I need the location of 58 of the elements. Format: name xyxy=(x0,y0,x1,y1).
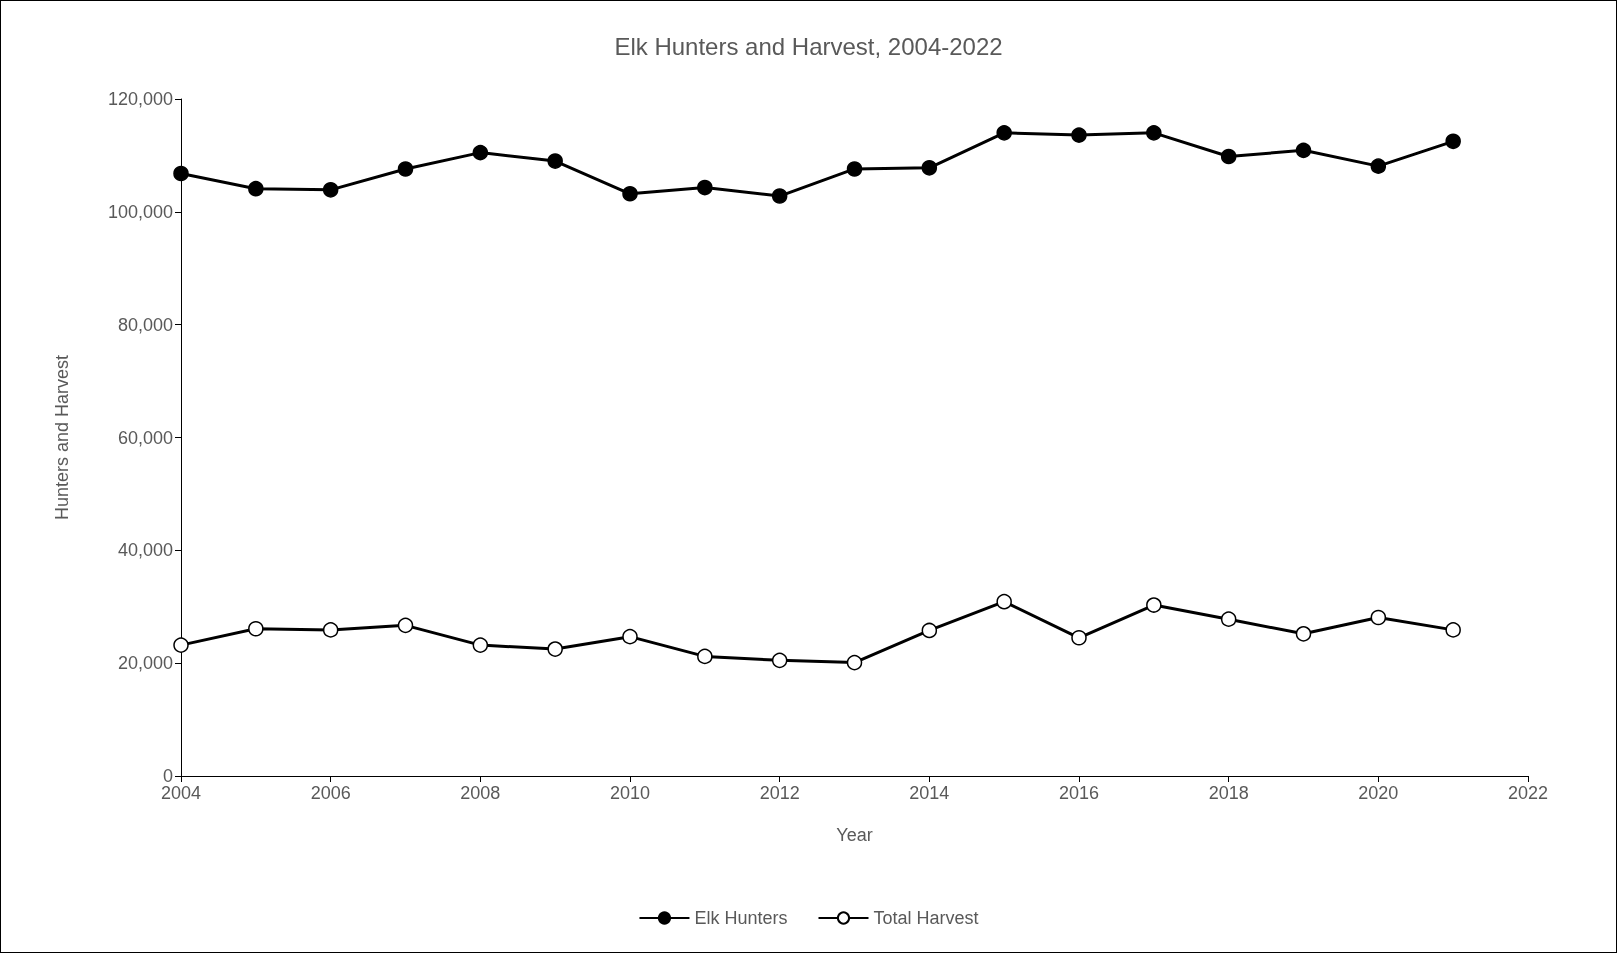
x-tick-label: 2006 xyxy=(310,783,351,803)
point xyxy=(248,180,264,197)
point xyxy=(1071,630,1087,646)
y-axis-title: Hunters and Harvest xyxy=(52,354,72,521)
point xyxy=(1146,597,1162,613)
point xyxy=(173,637,189,653)
chart-title: Elk Hunters and Harvest, 2004-2022 xyxy=(614,32,1003,60)
point xyxy=(697,648,713,665)
point xyxy=(996,593,1012,610)
point xyxy=(248,621,264,637)
legend-label: Total Harvest xyxy=(873,908,979,928)
point xyxy=(921,160,938,176)
y-tick-label: 0 xyxy=(162,766,173,786)
point xyxy=(1295,626,1312,642)
point xyxy=(771,188,788,204)
x-tick-label: 2016 xyxy=(1058,783,1100,803)
point xyxy=(547,641,563,657)
point xyxy=(1445,622,1461,638)
legend-label: Elk Hunters xyxy=(694,908,788,928)
x-tick-label: 2022 xyxy=(1507,783,1549,803)
x-tick-label: 2008 xyxy=(460,783,501,803)
point xyxy=(771,652,788,669)
y-tick-label: 20,000 xyxy=(117,653,173,674)
x-tick-label: 2010 xyxy=(609,783,651,803)
point xyxy=(322,182,339,198)
y-tick-label: 40,000 xyxy=(117,540,173,561)
y-tick-label: 120,000 xyxy=(107,89,173,109)
point xyxy=(472,637,489,653)
x-axis-title: Year xyxy=(836,825,873,845)
x-tick-label: 2004 xyxy=(160,783,202,803)
x-tick-label: 2020 xyxy=(1358,783,1399,803)
point xyxy=(622,628,638,645)
x-tick-label: 2018 xyxy=(1208,783,1249,803)
point xyxy=(397,617,414,634)
point xyxy=(996,125,1012,141)
point xyxy=(921,622,938,639)
point xyxy=(472,144,489,161)
x-tick-label: 2014 xyxy=(909,783,950,803)
point xyxy=(846,161,863,177)
y-tick-label: 60,000 xyxy=(117,427,173,448)
point xyxy=(622,186,638,202)
point xyxy=(1220,611,1237,627)
point xyxy=(1370,158,1387,174)
y-tick-label: 100,000 xyxy=(107,201,173,222)
point xyxy=(697,179,713,196)
point xyxy=(1071,127,1087,143)
point xyxy=(1445,133,1461,150)
point xyxy=(397,161,414,177)
point xyxy=(547,153,563,169)
point xyxy=(1146,125,1162,141)
point xyxy=(846,654,863,671)
point xyxy=(1295,142,1312,159)
point xyxy=(1220,148,1237,165)
point xyxy=(1370,609,1387,626)
point xyxy=(322,622,339,638)
y-tick-label: 80,000 xyxy=(117,314,173,335)
x-tick-label: 2012 xyxy=(759,783,800,803)
point xyxy=(173,165,189,182)
